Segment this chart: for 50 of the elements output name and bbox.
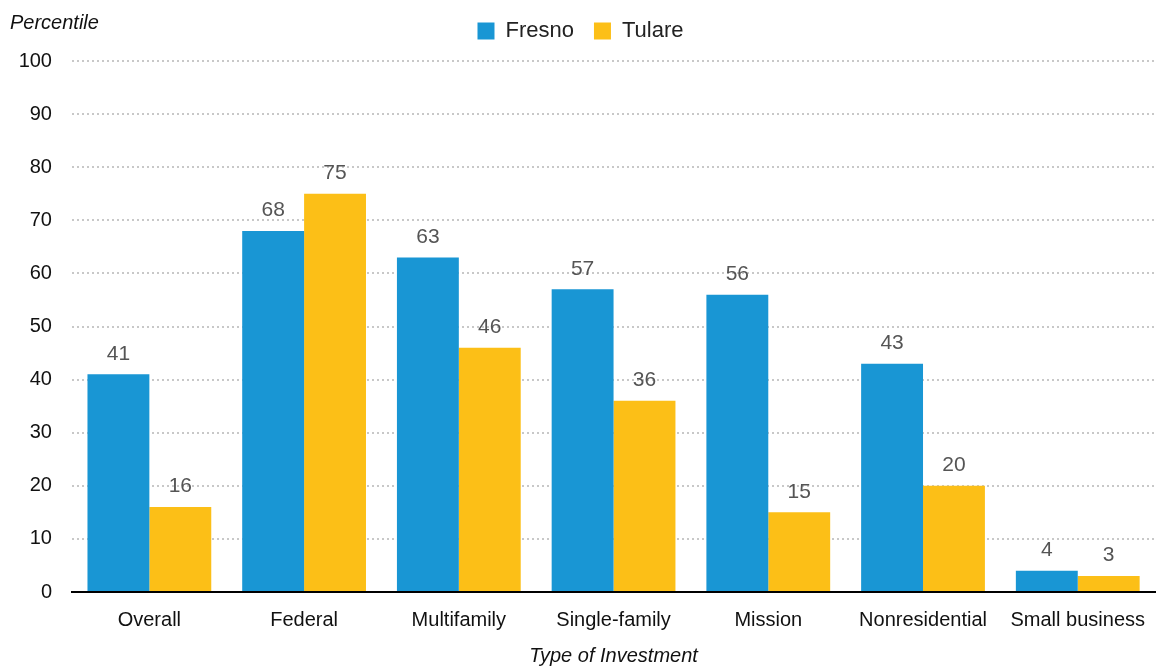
bar [396, 257, 459, 591]
y-tick-label: 20 [29, 473, 52, 496]
bar [87, 374, 150, 591]
y-tick-label: 70 [29, 207, 52, 230]
data-label: 56 [725, 260, 750, 284]
bar [304, 193, 366, 591]
data-label: 75 [323, 160, 347, 184]
y-axis-title: Percentile [10, 10, 99, 33]
x-tick-label: Overall [117, 607, 182, 630]
bar [1077, 576, 1140, 591]
data-label: 68 [261, 197, 285, 221]
data-label: 41 [106, 340, 131, 364]
data-label: 20 [942, 452, 966, 476]
legend-label: Fresno [505, 17, 574, 43]
y-tick-label: 10 [29, 526, 52, 549]
data-label: 4 [1040, 537, 1053, 561]
y-tick-label: 100 [18, 48, 52, 71]
bar [1015, 570, 1078, 591]
y-tick-label: 40 [29, 367, 52, 390]
y-tick-label: 50 [29, 314, 52, 337]
bar [613, 400, 676, 591]
data-label: 43 [880, 329, 904, 353]
y-tick-label: 30 [29, 420, 52, 443]
data-label: 57 [570, 255, 595, 279]
data-label: 63 [416, 223, 440, 247]
bar [149, 507, 212, 591]
bar [551, 289, 614, 591]
bar [458, 347, 521, 591]
data-label: 3 [1102, 542, 1115, 566]
x-axis-title: Type of Investment [529, 643, 700, 666]
y-tick-label: 90 [29, 101, 52, 124]
x-tick-label: Single-family [556, 607, 671, 630]
bar [706, 294, 769, 591]
bar [923, 485, 985, 591]
data-label: 15 [787, 478, 811, 502]
x-tick-label: Federal [270, 607, 338, 630]
x-tick-label: Multifamily [411, 607, 507, 630]
legend-label: Tulare [621, 17, 684, 43]
bar [861, 363, 924, 591]
y-tick-label: 60 [29, 260, 52, 283]
data-label: 46 [478, 314, 502, 338]
x-tick-label: Nonresidential [859, 607, 987, 630]
y-tick-label: 0 [40, 579, 52, 602]
data-label: 16 [168, 473, 192, 497]
bar [768, 512, 831, 591]
data-label: 36 [632, 367, 657, 391]
bar [242, 230, 305, 591]
y-tick-label: 80 [29, 154, 52, 177]
x-tick-label: Mission [734, 607, 803, 630]
x-tick-label: Small business [1010, 607, 1146, 630]
